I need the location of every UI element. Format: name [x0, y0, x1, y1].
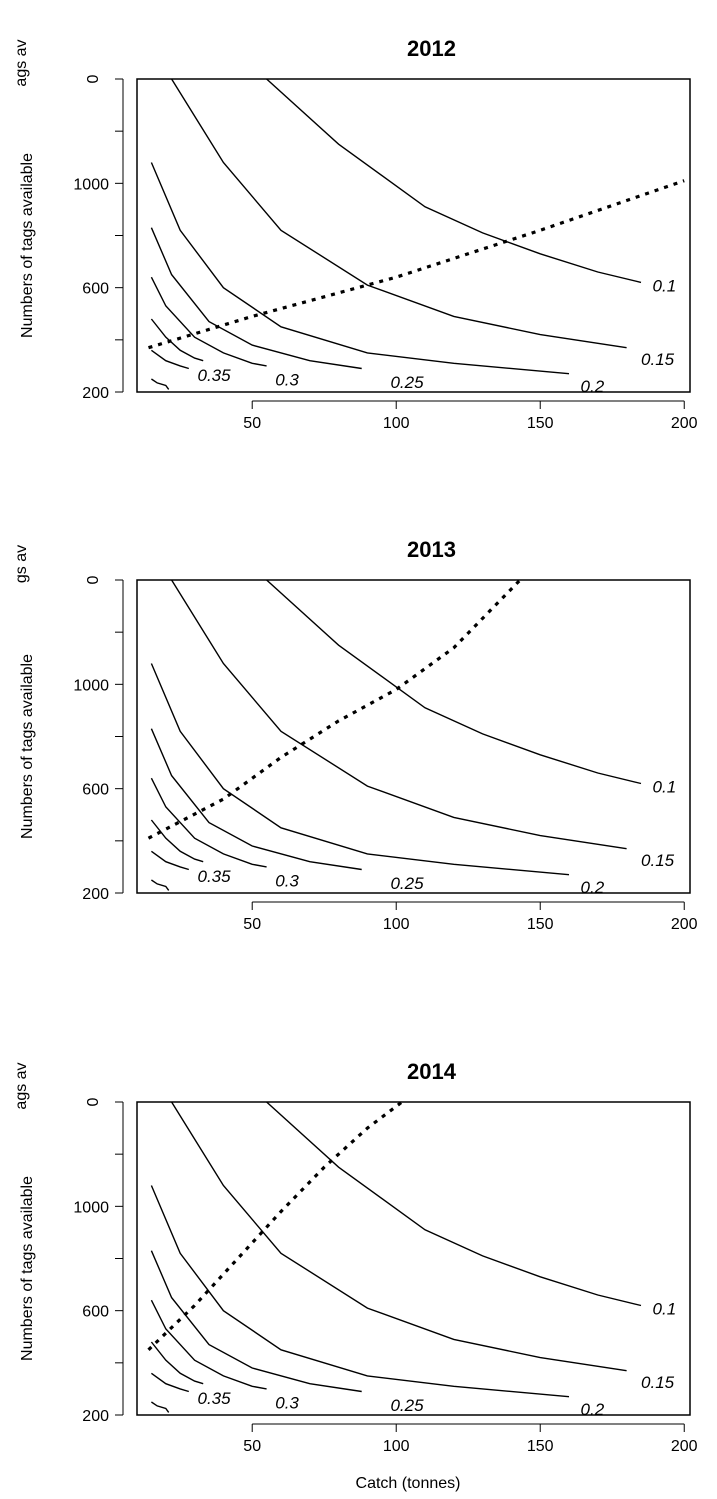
contour-line	[151, 879, 170, 891]
x-tick-label: 50	[243, 916, 261, 933]
x-tick-label: 100	[383, 1438, 410, 1455]
contour-line-0.25	[150, 728, 362, 871]
contour-label: 0.1	[653, 778, 677, 797]
x-tick-label: 50	[243, 1438, 261, 1455]
contour-line-0.2	[150, 162, 570, 375]
contour-line-0.35	[150, 1341, 204, 1385]
x-tick-label: 200	[671, 916, 698, 933]
y-tick-label: 200	[82, 1408, 109, 1425]
x-tick-label: 150	[527, 415, 554, 432]
contour-line	[151, 378, 170, 390]
contour-label: 0.2	[581, 1400, 605, 1419]
contour-label: 0.35	[197, 1389, 231, 1408]
plot-box	[136, 78, 691, 393]
contour-label: 0.35	[197, 867, 231, 886]
contour-line-0.1	[266, 1102, 642, 1307]
contour-line-0.25	[150, 227, 362, 370]
contour-line-0.3	[150, 777, 267, 868]
y-axis-label: Numbers of tags available	[19, 153, 36, 338]
contour-label: 0.3	[275, 1393, 299, 1412]
contour-label: 0.25	[390, 874, 424, 893]
contour-line	[150, 850, 190, 871]
y-axis-label: Numbers of tags available	[19, 654, 36, 839]
y-tick-label: 600	[82, 1304, 109, 1321]
contour-line-0.1	[266, 79, 642, 284]
y-tick-label: 1000	[73, 1199, 109, 1216]
panel-2014: 2014 50 100 150 200 200 600 1000 0 Numbers of tag…	[13, 1059, 698, 1455]
panel-title: 2014	[407, 1059, 457, 1084]
contour-group	[147, 580, 642, 891]
contour-label: 0.15	[641, 851, 675, 870]
contour-line	[150, 1372, 190, 1393]
contour-group	[148, 79, 685, 390]
plot-box	[136, 579, 691, 894]
contour-label: 0.25	[390, 373, 424, 392]
contour-line-0.35	[150, 318, 204, 362]
contour-label: 0.3	[275, 370, 299, 389]
x-tick-label: 50	[243, 415, 261, 432]
y-tick-label-clipped: 0	[85, 74, 102, 83]
contour-line-0.35	[150, 819, 204, 863]
contour-label: 0.15	[641, 1373, 675, 1392]
x-tick-label: 100	[383, 415, 410, 432]
catch-dashed-line	[148, 179, 685, 350]
catch-dashed-line	[147, 580, 522, 840]
contour-label: 0.1	[653, 1300, 677, 1319]
y-axis-label-fragment: ags av	[13, 39, 30, 86]
y-tick-label-clipped: 0	[85, 1097, 102, 1106]
panel-title: 2012	[407, 36, 456, 61]
contour-line-0.2	[150, 1185, 570, 1398]
contour-line-0.25	[150, 1250, 362, 1393]
y-tick-label: 200	[82, 886, 109, 903]
contour-label: 0.2	[581, 377, 605, 396]
contour-line-0.3	[150, 1299, 267, 1390]
contour-group	[147, 1102, 642, 1413]
y-tick-label: 1000	[73, 176, 109, 193]
y-axis-label-fragment: gs av	[13, 545, 30, 583]
contour-line-0.15	[171, 580, 627, 850]
panel-2012: 2012 50 100 150 200 200 600 1000 0 Numbers of tag…	[13, 36, 698, 432]
plot-box	[136, 1101, 691, 1416]
contour-line-0.1	[266, 580, 642, 785]
y-tick-label: 600	[82, 782, 109, 799]
contour-label: 0.3	[275, 871, 299, 890]
contour-line-0.15	[171, 1102, 627, 1372]
panel-2013: 2013 50 100 150 200 200 600 1000 0 Numbers of tag…	[13, 537, 698, 933]
y-axis-label: Numbers of tags available	[19, 1176, 36, 1361]
panel-title: 2013	[407, 537, 456, 562]
contour-label: 0.35	[197, 366, 231, 385]
catch-dashed-line	[147, 1102, 403, 1351]
contour-line	[150, 349, 190, 370]
x-tick-label: 200	[671, 415, 698, 432]
x-tick-label: 150	[527, 1438, 554, 1455]
x-tick-label: 150	[527, 916, 554, 933]
x-tick-label: 100	[383, 916, 410, 933]
y-tick-label: 600	[82, 281, 109, 298]
x-tick-label: 200	[671, 1438, 698, 1455]
contour-line-0.2	[150, 663, 570, 876]
contour-label: 0.15	[641, 350, 675, 369]
y-axis-label-fragment: ags av	[13, 1062, 30, 1109]
y-tick-label: 1000	[73, 677, 109, 694]
contour-line	[151, 1401, 170, 1413]
contour-line-0.15	[171, 79, 627, 349]
contour-label: 0.25	[390, 1396, 424, 1415]
contour-label: 0.2	[581, 878, 605, 897]
y-tick-label-clipped: 0	[85, 575, 102, 584]
x-axis-label: Catch (tonnes)	[356, 1475, 461, 1492]
y-tick-label: 200	[82, 385, 109, 402]
contour-label: 0.1	[653, 277, 677, 296]
contour-line-0.3	[150, 276, 267, 367]
